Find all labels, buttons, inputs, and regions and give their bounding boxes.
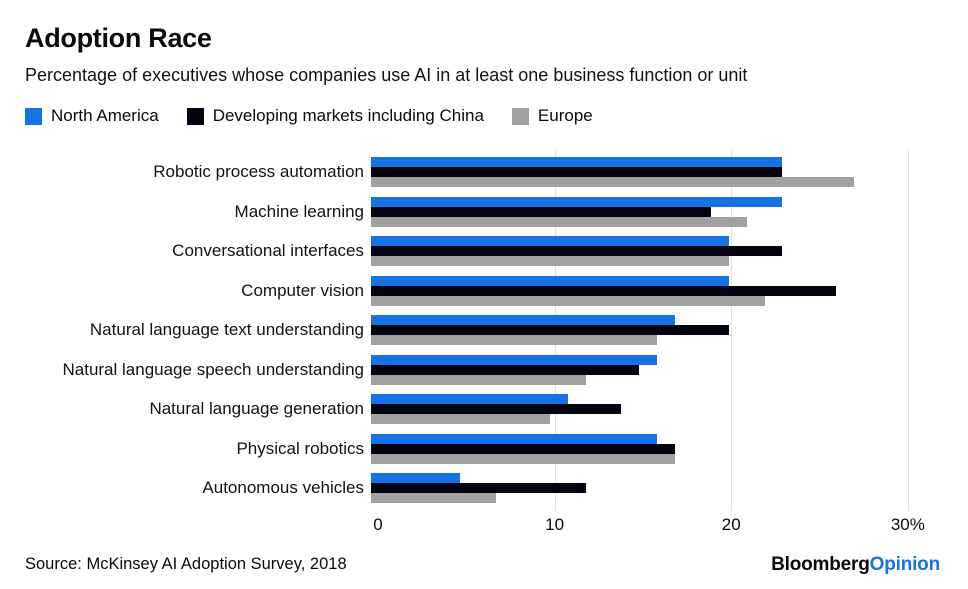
category-label: Physical robotics (236, 438, 364, 458)
bar-developing-markets-including-china (371, 285, 837, 296)
bar-developing-markets-including-china (371, 364, 640, 375)
bar-europe (371, 256, 729, 267)
bar-north-america (371, 354, 658, 365)
bar-north-america (371, 236, 729, 247)
bar-developing-markets-including-china (371, 483, 586, 494)
bar-europe (371, 493, 497, 504)
bar-europe (371, 414, 550, 425)
bloomberg-opinion-logo: BloombergOpinion (771, 554, 940, 576)
axis-tick-label-20: 20 (721, 514, 741, 534)
legend-swatch-europe (511, 107, 529, 125)
bars-group (371, 473, 922, 504)
bar-row-natural-language-speech-understanding: Natural language speech understanding (25, 350, 922, 390)
category-label: Computer vision (241, 280, 364, 300)
source-note: Source: McKinsey AI Adoption Survey, 201… (25, 555, 347, 574)
category-label: Autonomous vehicles (202, 478, 364, 498)
legend-item-developing-markets-including-china: Developing markets including China (186, 106, 484, 126)
category-label: Robotic process automation (153, 162, 364, 182)
category-label: Natural language generation (149, 399, 364, 419)
bars-group (371, 394, 922, 425)
axis-tick-label-10: 10 (545, 514, 565, 534)
bar-north-america (371, 157, 783, 168)
x-axis: 0 10 20 30% (373, 508, 925, 538)
bar-developing-markets-including-china (371, 404, 622, 415)
bars-group (371, 433, 922, 464)
bar-europe (371, 177, 855, 188)
category-label: Machine learning (234, 201, 364, 221)
bar-north-america (371, 315, 676, 326)
legend-item-north-america: North America (25, 106, 159, 126)
bar-developing-markets-including-china (371, 246, 783, 257)
bar-north-america (371, 433, 658, 444)
bar-row-conversational-interfaces: Conversational interfaces (25, 231, 922, 271)
logo-opinion: Opinion (869, 553, 941, 575)
bars-group (371, 275, 922, 306)
bar-row-machine-learning: Machine learning (25, 192, 922, 232)
bars-group (371, 157, 922, 188)
bars-group (371, 315, 922, 346)
bar-north-america (371, 275, 729, 286)
axis-tick-label-30: 30% (890, 514, 925, 534)
bar-europe (371, 453, 676, 464)
legend-label: Europe (537, 106, 593, 126)
bar-chart: Robotic process automation Machine learni… (25, 149, 925, 538)
legend-label: Developing markets including China (212, 106, 484, 126)
bar-row-physical-robotics: Physical robotics (25, 429, 922, 469)
bars-group (371, 354, 922, 385)
bar-europe (371, 295, 765, 306)
bars-group (371, 196, 922, 227)
axis-tick-label-0: 0 (373, 514, 383, 534)
bar-europe (371, 374, 586, 385)
bars-group (371, 236, 922, 267)
legend: North America Developing markets includin… (25, 106, 943, 126)
bar-row-robotic-process-automation: Robotic process automation (25, 152, 922, 192)
bar-developing-markets-including-china (371, 325, 729, 336)
chart-title: Adoption Race (25, 23, 212, 53)
legend-label: North America (51, 106, 159, 126)
bar-europe (371, 335, 658, 346)
bar-developing-markets-including-china (371, 167, 783, 178)
logo-bloomberg: Bloomberg (771, 553, 870, 575)
bar-north-america (371, 473, 461, 484)
bar-north-america (371, 196, 783, 207)
category-label: Conversational interfaces (172, 241, 364, 261)
legend-swatch-north-america (25, 107, 42, 125)
bar-developing-markets-including-china (371, 206, 711, 217)
category-label: Natural language speech understanding (62, 359, 364, 379)
bar-europe (371, 216, 747, 227)
category-label: Natural language text understanding (89, 320, 364, 340)
bar-row-natural-language-generation: Natural language generation (25, 389, 922, 429)
bar-north-america (371, 394, 568, 405)
bar-row-natural-language-text-understanding: Natural language text understanding (25, 310, 922, 350)
legend-swatch-developing-markets-including-china (186, 107, 204, 125)
bar-row-computer-vision: Computer vision (25, 271, 922, 311)
bar-developing-markets-including-china (371, 443, 676, 454)
chart-subtitle: Percentage of executives whose companies… (25, 64, 748, 85)
footer: Source: McKinsey AI Adoption Survey, 201… (25, 554, 940, 576)
bar-row-autonomous-vehicles: Autonomous vehicles (25, 468, 922, 508)
legend-item-europe: Europe (511, 106, 593, 126)
